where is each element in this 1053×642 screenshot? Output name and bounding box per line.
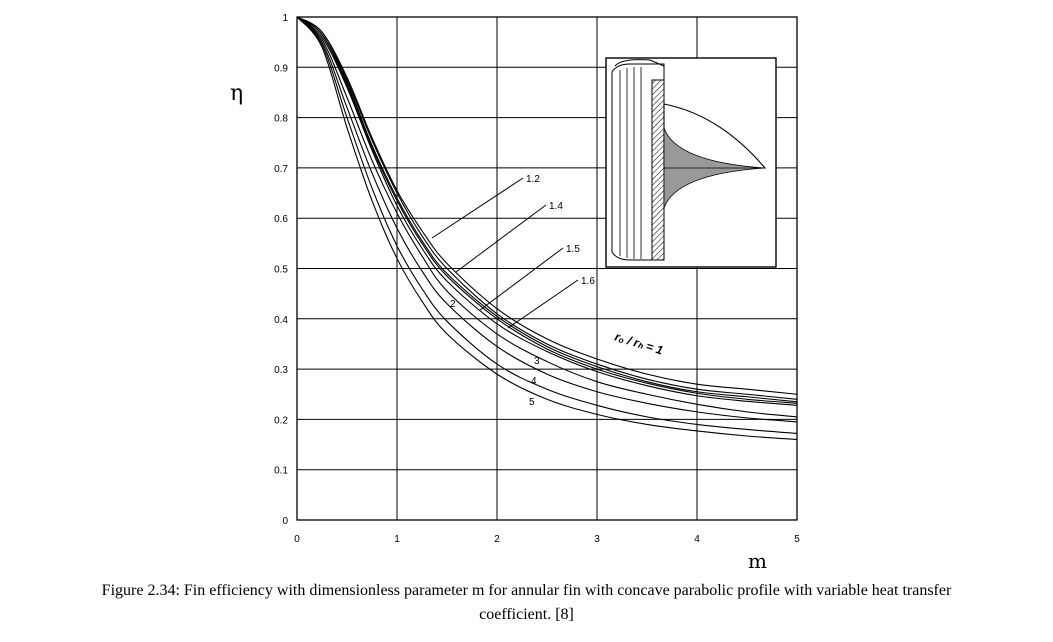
y-tick-label-9: 0.9 bbox=[274, 63, 288, 74]
curve-ratio-1-2 bbox=[296, 16, 798, 400]
curve-label-1-4: 1.4 bbox=[549, 201, 563, 212]
leader-line-3 bbox=[507, 279, 579, 329]
x-tick-label-3: 3 bbox=[594, 534, 600, 545]
curve-ratio-2 bbox=[296, 16, 798, 418]
label-leader-lines bbox=[431, 177, 579, 329]
curve-ratio-1 bbox=[296, 16, 798, 395]
curve-ratio-5 bbox=[296, 16, 798, 441]
leader-line-0 bbox=[431, 177, 524, 239]
x-tick-labels: 0 1 2 3 4 5 bbox=[294, 534, 800, 545]
efficiency-curves bbox=[296, 16, 798, 441]
fin-profile-inset bbox=[605, 57, 777, 268]
y-tick-labels: 0 0.1 0.2 0.3 0.4 0.5 0.6 0.7 0.8 0.9 1 bbox=[274, 13, 288, 527]
y-tick-label-8: 0.8 bbox=[274, 114, 288, 125]
y-tick-label-0: 0 bbox=[282, 516, 288, 527]
x-tick-label-1: 1 bbox=[394, 534, 400, 545]
plot-frame bbox=[296, 16, 798, 521]
y-tick-label-2: 0.2 bbox=[274, 415, 288, 426]
y-tick-label-5: 0.5 bbox=[274, 265, 288, 276]
leader-line-2 bbox=[479, 247, 564, 311]
curve-label-1-2: 1.2 bbox=[526, 174, 540, 185]
y-tick-label-3: 0.3 bbox=[274, 365, 288, 376]
curve-ratio-1-6 bbox=[296, 16, 798, 406]
curve-label-1-5: 1.5 bbox=[566, 244, 580, 255]
y-tick-label-1: 0.1 bbox=[274, 466, 288, 477]
leader-line-1 bbox=[455, 204, 547, 273]
y-axis-label: η bbox=[230, 81, 243, 106]
curve-label-5: 5 bbox=[529, 397, 535, 408]
curve-label-1-6: 1.6 bbox=[581, 276, 595, 287]
x-tick-label-2: 2 bbox=[494, 534, 500, 545]
curve-label-2: 2 bbox=[450, 299, 456, 310]
ratio-parameter-label: rₒ / rₕ = 1 bbox=[613, 329, 665, 357]
caption-line-1: Figure 2.34: Fin efficiency with dimensi… bbox=[101, 582, 952, 599]
y-tick-label-10: 1 bbox=[282, 13, 288, 24]
x-tick-label-4: 4 bbox=[694, 534, 700, 545]
curve-ratio-1-4 bbox=[296, 16, 798, 403]
curve-label-4: 4 bbox=[531, 376, 537, 387]
x-tick-label-5: 5 bbox=[794, 534, 800, 545]
curve-ratio-1-5 bbox=[296, 16, 798, 404]
curve-ratio-3 bbox=[296, 16, 798, 423]
curve-ratio-4 bbox=[296, 16, 798, 435]
y-tick-label-4: 0.4 bbox=[274, 315, 288, 326]
x-axis-label: m bbox=[748, 549, 767, 573]
curve-label-3: 3 bbox=[534, 356, 540, 367]
figure-caption: Figure 2.34: Fin efficiency with dimensi… bbox=[0, 579, 1053, 627]
y-tick-label-6: 0.6 bbox=[274, 214, 288, 225]
y-tick-label-7: 0.7 bbox=[274, 164, 288, 175]
x-tick-label-0: 0 bbox=[294, 534, 300, 545]
caption-line-2: coefficient. [8] bbox=[479, 606, 574, 623]
fin-efficiency-chart: 0 1 2 3 4 5 0 0.1 0.2 0.3 0.4 0.5 0.6 0.7 0.8 0.9 1 1.2… bbox=[230, 13, 800, 573]
